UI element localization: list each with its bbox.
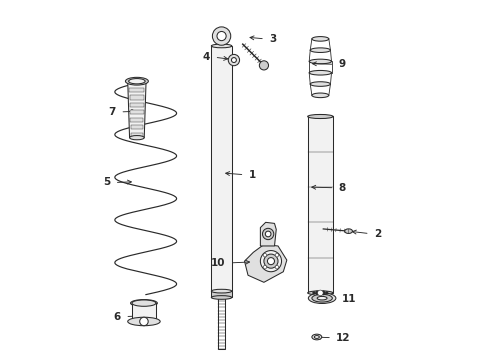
Circle shape (275, 253, 278, 257)
Circle shape (322, 292, 324, 295)
Polygon shape (260, 222, 276, 246)
Text: 9: 9 (338, 59, 345, 69)
Circle shape (231, 58, 236, 63)
Circle shape (212, 27, 230, 45)
Bar (129, 88, 144, 92)
Circle shape (317, 290, 323, 296)
Bar (217, 291, 225, 349)
Ellipse shape (307, 291, 332, 295)
Circle shape (265, 231, 270, 237)
Circle shape (315, 292, 318, 295)
Circle shape (260, 251, 281, 272)
Circle shape (140, 317, 148, 326)
Ellipse shape (128, 78, 145, 84)
Text: 1: 1 (248, 170, 255, 180)
Bar (211, 291, 231, 297)
Ellipse shape (314, 336, 319, 338)
Circle shape (315, 291, 318, 293)
Circle shape (259, 61, 268, 70)
Ellipse shape (311, 334, 321, 340)
Text: 12: 12 (336, 333, 350, 343)
Bar (211, 46, 231, 291)
Circle shape (228, 54, 239, 66)
Ellipse shape (211, 289, 231, 293)
Circle shape (312, 292, 315, 294)
Circle shape (275, 265, 278, 269)
Bar (130, 125, 143, 129)
Ellipse shape (311, 93, 328, 98)
Ellipse shape (125, 77, 148, 85)
Ellipse shape (311, 37, 328, 41)
Text: 6: 6 (114, 311, 121, 321)
Circle shape (264, 254, 278, 268)
Ellipse shape (311, 294, 332, 302)
Circle shape (263, 253, 266, 257)
Ellipse shape (308, 293, 335, 303)
Ellipse shape (317, 296, 326, 300)
Circle shape (263, 265, 266, 269)
Ellipse shape (130, 300, 157, 307)
Bar (129, 95, 144, 99)
Ellipse shape (309, 48, 330, 53)
Ellipse shape (132, 300, 156, 306)
Ellipse shape (307, 114, 332, 118)
Circle shape (217, 31, 225, 41)
Ellipse shape (308, 59, 331, 64)
Text: 3: 3 (269, 34, 276, 44)
Circle shape (322, 291, 324, 293)
Text: 8: 8 (338, 183, 345, 193)
Ellipse shape (129, 136, 144, 140)
Text: 11: 11 (341, 294, 355, 304)
Circle shape (267, 258, 274, 265)
Text: 10: 10 (210, 258, 225, 268)
Ellipse shape (211, 44, 231, 48)
Text: 4: 4 (203, 52, 210, 62)
Bar (130, 118, 143, 122)
Text: 7: 7 (108, 107, 116, 117)
Ellipse shape (211, 296, 231, 299)
Ellipse shape (309, 82, 330, 86)
Text: 2: 2 (373, 229, 381, 239)
Polygon shape (244, 244, 286, 282)
Bar (130, 103, 143, 107)
Bar (131, 132, 142, 136)
Ellipse shape (308, 71, 331, 75)
Polygon shape (127, 81, 146, 138)
Bar (130, 110, 143, 114)
Text: 5: 5 (103, 177, 110, 188)
Ellipse shape (344, 229, 352, 233)
Bar (132, 303, 156, 321)
Circle shape (262, 228, 273, 240)
Circle shape (325, 292, 327, 294)
Bar (307, 117, 332, 293)
Ellipse shape (127, 317, 160, 326)
